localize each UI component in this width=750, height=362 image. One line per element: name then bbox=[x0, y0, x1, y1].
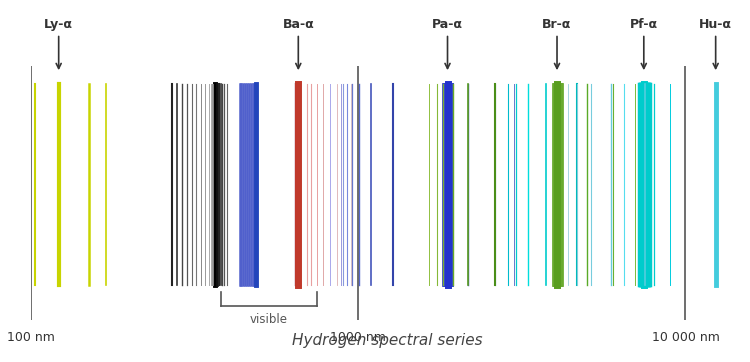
Text: 10 000 nm: 10 000 nm bbox=[652, 331, 719, 344]
Text: Br-α: Br-α bbox=[542, 18, 572, 68]
Text: 100 nm: 100 nm bbox=[7, 331, 55, 344]
Text: Hu-α: Hu-α bbox=[699, 18, 732, 68]
Text: Pa-α: Pa-α bbox=[432, 18, 463, 68]
Text: Ly-α: Ly-α bbox=[44, 18, 74, 68]
Text: Ba-α: Ba-α bbox=[283, 18, 314, 68]
Text: Pf-α: Pf-α bbox=[630, 18, 658, 68]
Text: Hydrogen spectral series: Hydrogen spectral series bbox=[292, 333, 482, 348]
Text: 1000 nm: 1000 nm bbox=[330, 331, 386, 344]
Text: visible: visible bbox=[250, 313, 288, 326]
